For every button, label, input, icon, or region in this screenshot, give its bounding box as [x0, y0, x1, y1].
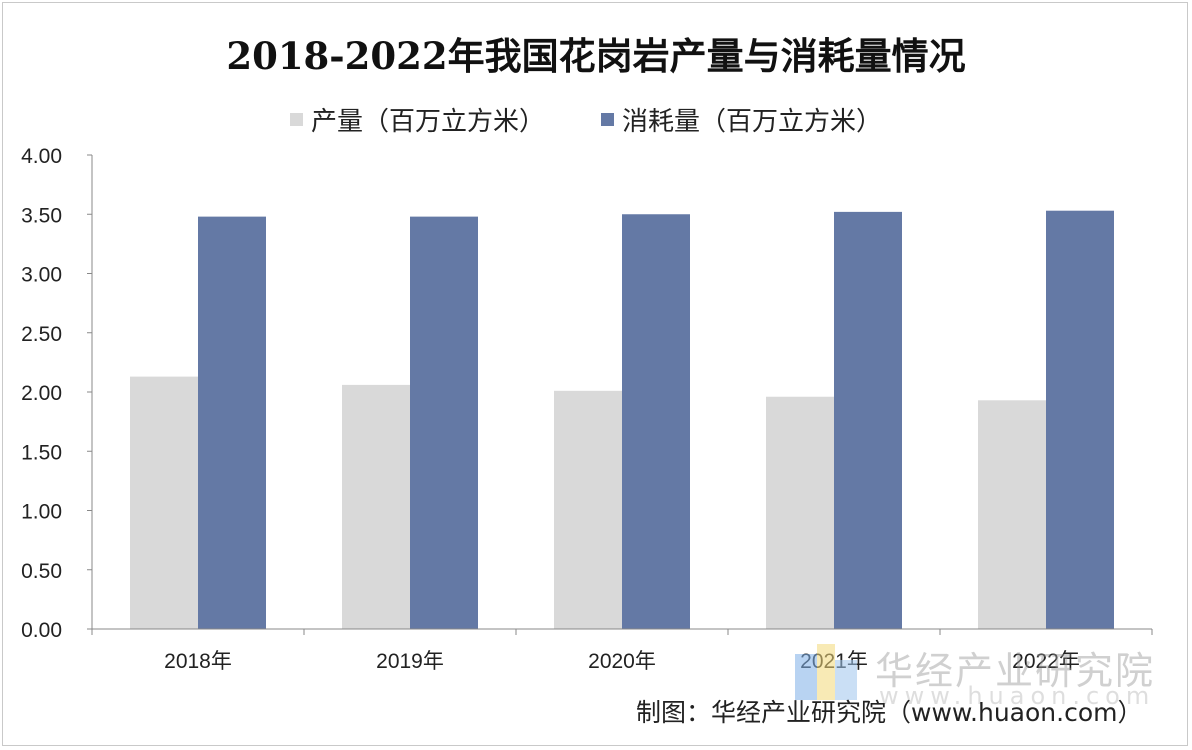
bar-production: [554, 390, 622, 629]
x-tick-label: 2022年: [1012, 650, 1080, 673]
legend: 产量（百万立方米） 消耗量（百万立方米）: [290, 101, 938, 137]
watermark: 华经产业研究院 www.huaon.com: [795, 638, 1165, 710]
bars: [130, 210, 1114, 629]
y-tick-label: 1.00: [21, 501, 62, 524]
legend-label-production: 产量（百万立方米）: [311, 106, 546, 137]
y-tick-label: 3.50: [21, 204, 62, 227]
y-tick-label: 2.50: [21, 323, 62, 346]
y-tick-label: 0.50: [21, 560, 62, 583]
legend-item-production: 产量（百万立方米）: [290, 101, 545, 138]
bar-consumption: [410, 216, 478, 629]
bar-consumption: [622, 214, 690, 629]
watermark-url: www.huaon.com: [879, 682, 1156, 710]
bar-production: [766, 396, 834, 629]
bar-production: [978, 400, 1046, 629]
y-tick-label: 2.00: [21, 382, 62, 405]
y-tick-label: 1.50: [21, 441, 62, 464]
chart-title: 2018-2022年我国花岗岩产量与消耗量情况: [226, 34, 966, 78]
legend-swatch-production: [290, 112, 303, 126]
x-tick-label: 2020年: [588, 650, 656, 673]
y-tick-label: 4.00: [21, 145, 62, 168]
watermark-logo-icon: [795, 644, 857, 700]
y-tick-label: 0.00: [21, 619, 62, 642]
bar-production: [342, 384, 410, 629]
x-tick-label: 2019年: [376, 650, 444, 673]
legend-item-consumption: 消耗量（百万立方米）: [601, 101, 882, 138]
y-tick-label: 3.00: [21, 264, 62, 287]
bar-consumption: [834, 211, 902, 629]
bar-consumption: [1046, 210, 1114, 629]
watermark-name: 华经产业研究院: [875, 649, 1156, 693]
bar-production: [130, 376, 198, 629]
bar-consumption: [198, 216, 266, 629]
source-note: 制图：华经产业研究院（www.huaon.com）: [636, 698, 1143, 727]
legend-swatch-consumption: [601, 112, 615, 126]
legend-label-consumption: 消耗量（百万立方米）: [622, 106, 883, 137]
axes: [87, 154, 1153, 635]
x-tick-label: 2018年: [164, 650, 232, 673]
y-axis-labels: 0.00 0.50 1.00 1.50 2.00 2.50 3.00 3.50 4.00: [21, 145, 62, 642]
